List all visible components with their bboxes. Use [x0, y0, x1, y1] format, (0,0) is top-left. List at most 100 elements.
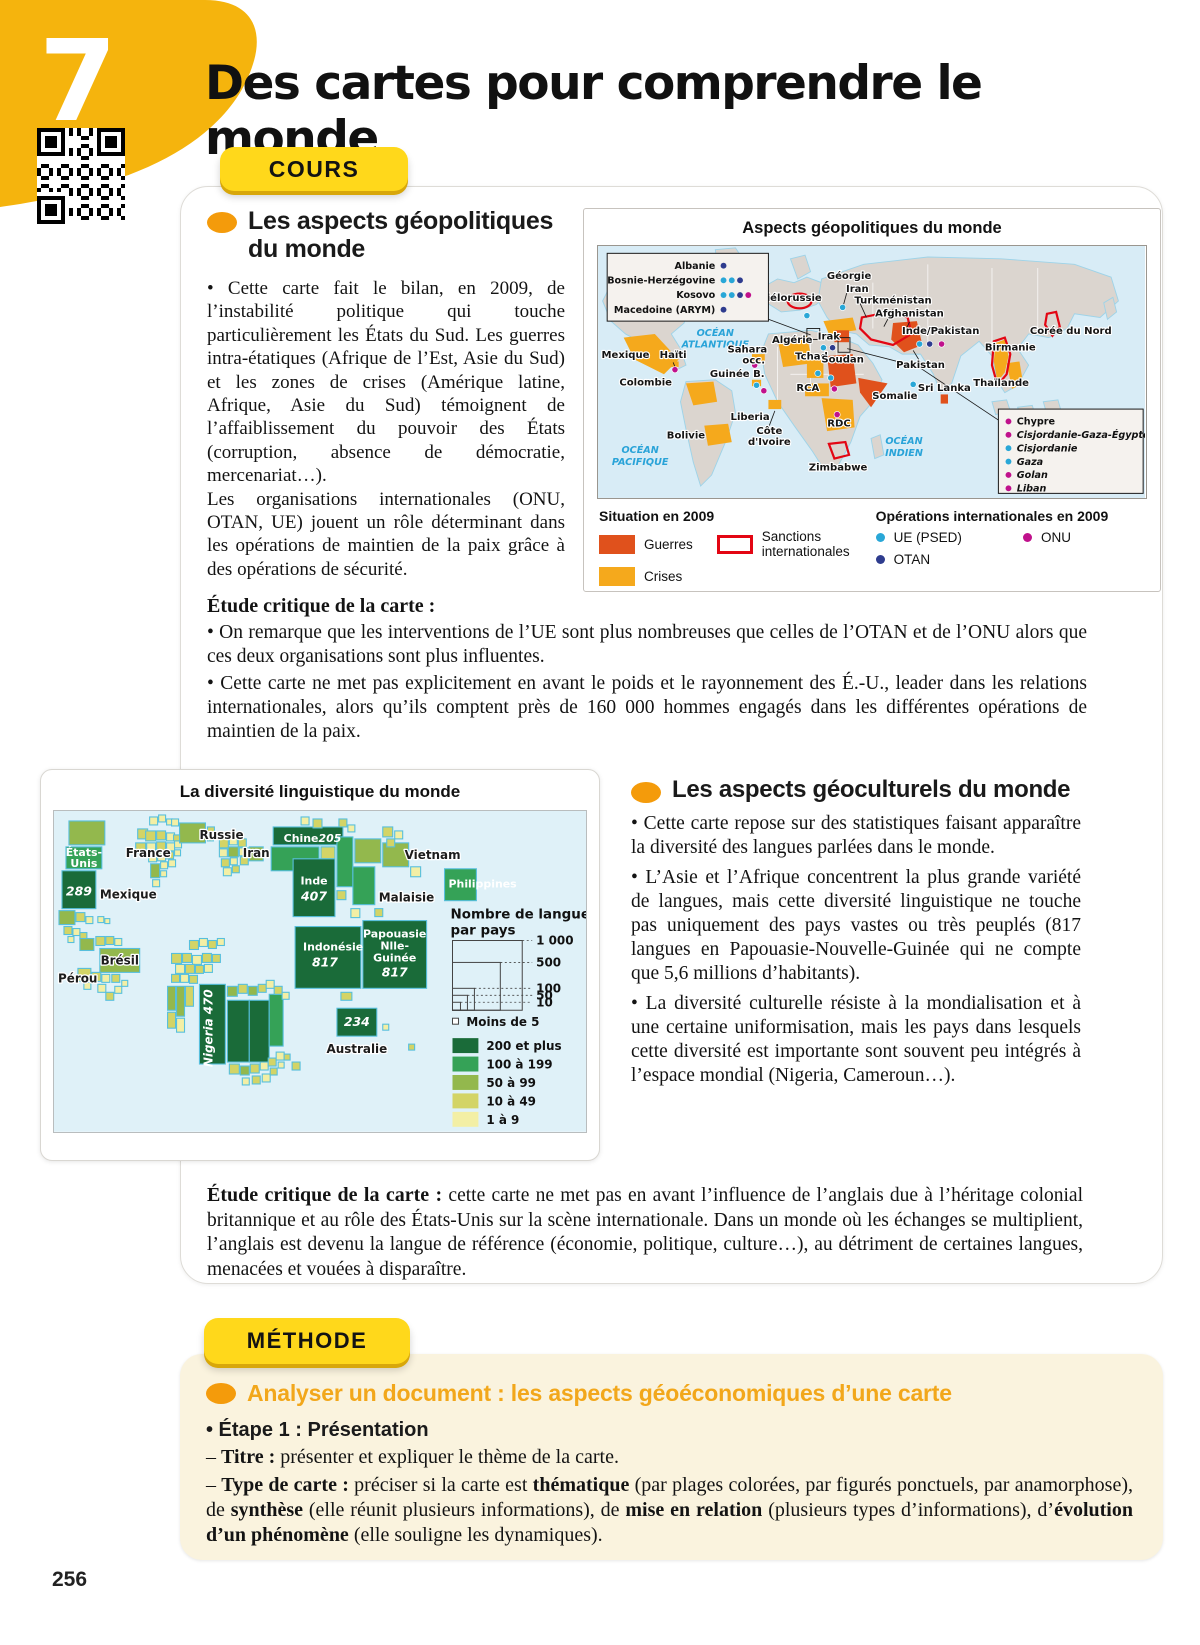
cours-card: Les aspects géopolitiques du monde • Cet… — [180, 186, 1163, 1284]
svg-text:Unis: Unis — [70, 857, 97, 870]
legend-situation: Situation en 2009 Guerres Sanctions interna… — [599, 507, 850, 586]
svg-text:Irak: Irak — [818, 331, 840, 342]
svg-text:Australie: Australie — [326, 1042, 387, 1056]
svg-text:Mexique: Mexique — [100, 888, 157, 902]
svg-text:ATLANTIQUE: ATLANTIQUE — [681, 340, 750, 351]
svg-text:Liberia: Liberia — [731, 412, 770, 423]
svg-text:Corée du Nord: Corée du Nord — [1030, 325, 1112, 337]
svg-text:Sahara: Sahara — [727, 344, 767, 355]
geo-paragraphs: • Cette carte fait le bilan, en 2009, de… — [207, 277, 565, 581]
svg-text:occ.: occ. — [742, 355, 765, 366]
svg-text:OCÉAN: OCÉAN — [697, 326, 734, 339]
etude1-label: Étude critique de la carte : — [207, 595, 436, 617]
svg-text:Cisjordanie: Cisjordanie — [1017, 443, 1078, 454]
svg-text:Soudan: Soudan — [821, 354, 863, 365]
svg-text:Turkménistan: Turkménistan — [854, 295, 931, 307]
svg-text:Biélorussie: Biélorussie — [759, 292, 822, 304]
svg-text:Kosovo: Kosovo — [676, 290, 715, 301]
svg-text:Albanie: Albanie — [675, 261, 716, 272]
svg-text:Chypre: Chypre — [1017, 417, 1056, 428]
svg-text:100 à 199: 100 à 199 — [486, 1058, 552, 1072]
geo-map-canvas: OCÉANATLANTIQUEOCÉANPACIFIQUEOCÉANINDIEN… — [598, 246, 1150, 498]
legend-dot — [875, 532, 885, 542]
svg-text:Birmanie: Birmanie — [985, 342, 1036, 353]
svg-text:407: 407 — [300, 889, 327, 904]
geocult-heading-text: Les aspects géoculturels du monde — [672, 776, 1071, 803]
paragraph: Les organisations internationales (ONU, … — [207, 488, 565, 580]
bullet-ellipse-icon — [207, 212, 237, 233]
svg-text:10 à 49: 10 à 49 — [486, 1094, 536, 1108]
svg-text:Mexique: Mexique — [602, 350, 650, 361]
svg-text:Liban: Liban — [1017, 484, 1047, 495]
methode-card: Analyser un document : les aspects géoéc… — [180, 1354, 1163, 1560]
svg-text:Moins de 5: Moins de 5 — [466, 1015, 539, 1029]
svg-text:Nigeria 470: Nigeria 470 — [201, 989, 215, 1067]
svg-text:Cisjordanie-Gaza-Égypte: Cisjordanie-Gaza-Égypte — [1017, 428, 1145, 441]
svg-text:Golan: Golan — [1017, 470, 1048, 481]
etude-critique-2: Étude critique de la carte : cette carte… — [207, 1183, 1083, 1282]
svg-text:Haïti: Haïti — [660, 350, 687, 361]
svg-text:Géorgie: Géorgie — [827, 270, 872, 282]
svg-text:Algérie: Algérie — [772, 334, 813, 346]
cours-label: COURS — [268, 155, 360, 182]
svg-text:Inde: Inde — [300, 875, 327, 888]
lang-map: États- Unis 289 Mexique France Russie Iran Chin… — [53, 810, 598, 1133]
svg-text:Thaïlande: Thaïlande — [973, 378, 1029, 389]
methode-label: MÉTHODE — [246, 1328, 368, 1353]
legend-dot — [1023, 532, 1033, 542]
svg-text:Bolivie: Bolivie — [667, 430, 705, 441]
paragraph: • La diversité culturelle résiste à la m… — [631, 992, 1081, 1086]
svg-text:Bosnie-Herzégovine: Bosnie-Herzégovine — [607, 275, 716, 287]
legend-swatch — [599, 566, 635, 586]
svg-text:Pakistan: Pakistan — [896, 360, 945, 371]
cours-tab: COURS — [220, 147, 408, 191]
svg-text:1 000: 1 000 — [536, 933, 573, 947]
svg-text:Papouasie: Papouasie — [363, 928, 426, 941]
methode-lines: – Titre : présenter et expliquer le thèm… — [206, 1445, 1133, 1548]
svg-text:Guinée: Guinée — [373, 951, 416, 964]
svg-text:RCA: RCA — [796, 383, 819, 394]
svg-text:Iran: Iran — [243, 846, 270, 860]
svg-text:289: 289 — [66, 884, 92, 899]
svg-text:Russie: Russie — [199, 828, 243, 842]
svg-text:200 et plus: 200 et plus — [486, 1039, 561, 1053]
legend-swatch-outline — [716, 535, 753, 555]
lang-map-figure: La diversité linguistique du monde États… — [40, 769, 600, 1161]
methode-heading-text: Analyser un document : les aspects géoéc… — [247, 1380, 952, 1406]
svg-text:Macedoine (ARYM): Macedoine (ARYM) — [614, 305, 715, 316]
svg-text:Afghanistan: Afghanistan — [875, 309, 944, 320]
svg-text:Sri Lanka: Sri Lanka — [918, 383, 971, 394]
geo-section-heading: Les aspects géopolitiques du monde — [207, 207, 579, 263]
legend-dot — [875, 554, 885, 564]
svg-text:OCÉAN: OCÉAN — [622, 443, 659, 456]
svg-text:Vietnam: Vietnam — [405, 848, 461, 862]
svg-text:RDC: RDC — [827, 418, 851, 429]
etude2-text: cette carte ne met pas en avant l’influe… — [207, 1185, 1083, 1280]
svg-text:Tchad: Tchad — [795, 352, 828, 363]
svg-text:Gaza: Gaza — [1017, 457, 1043, 468]
svg-text:Indonésie: Indonésie — [303, 940, 363, 953]
svg-text:Chine: Chine — [284, 832, 319, 845]
geo-map-legend: Situation en 2009 Guerres Sanctions interna… — [597, 499, 1147, 586]
methode-step: • Étape 1 : Présentation — [206, 1419, 429, 1441]
lang-map-title: La diversité linguistique du monde — [179, 782, 461, 801]
svg-text:Pérou: Pérou — [58, 971, 97, 985]
geo-map: OCÉAN ATLANTIQUE OCÉAN PACIFIQUE OCÉAN INDIEN… — [597, 245, 1150, 499]
svg-text:Colombie: Colombie — [619, 377, 672, 388]
paragraph: • L’Asie et l’Afrique concentrent la plu… — [631, 866, 1081, 984]
qr-code — [37, 128, 125, 224]
geocult-paragraphs: • Cette carte repose sur des statistique… — [631, 812, 1081, 1088]
svg-text:PACIFIQUE: PACIFIQUE — [612, 457, 669, 468]
methode-tab: MÉTHODE — [204, 1318, 410, 1364]
svg-text:Somalie: Somalie — [872, 391, 917, 402]
methode-heading: Analyser un document : les aspects géoéc… — [206, 1380, 1133, 1407]
svg-text:INDIEN: INDIEN — [885, 448, 923, 459]
methode-line: – Type de carte : préciser si la carte e… — [206, 1474, 1133, 1546]
paragraph: • Cette carte fait le bilan, en 2009, de… — [207, 278, 565, 487]
legend-operations: Opérations internationales en 2009 UE (PS… — [875, 507, 1109, 567]
geocult-section: Les aspects géoculturels du monde • Cett… — [631, 776, 1081, 1088]
etude2-label: Étude critique de la carte : — [207, 1184, 443, 1206]
sanctions-outlines — [786, 292, 1061, 460]
